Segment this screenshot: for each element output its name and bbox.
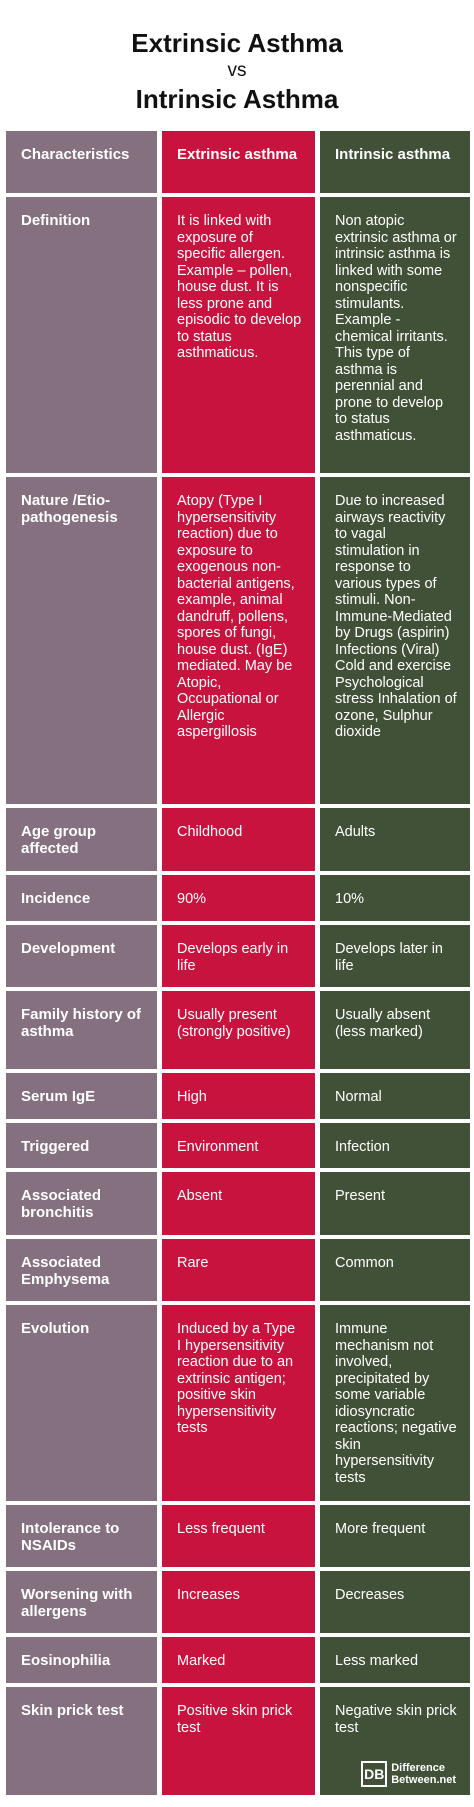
row-label: Triggered: [6, 1123, 157, 1168]
comparison-table: Characteristics Extrinsic asthma Intrins…: [6, 131, 470, 1799]
extrinsic-cell: Absent: [162, 1172, 315, 1235]
page-title: Extrinsic Asthma vs Intrinsic Asthma: [0, 28, 474, 114]
table-row: Associated Emphysema Rare Common: [6, 1239, 470, 1301]
intrinsic-cell: Develops later in life: [320, 925, 470, 987]
intrinsic-cell: Negative skin prick test: [320, 1687, 470, 1795]
intrinsic-cell: 10%: [320, 875, 470, 921]
extrinsic-cell: Increases: [162, 1571, 315, 1633]
table-row: Associated bronchitis Absent Present: [6, 1172, 470, 1235]
row-label: Evolution: [6, 1305, 157, 1501]
row-label: Serum IgE: [6, 1073, 157, 1119]
row-label: Incidence: [6, 875, 157, 921]
title-line-1: Extrinsic Asthma: [131, 28, 343, 58]
intrinsic-cell: Adults: [320, 808, 470, 871]
row-label: Nature /Etio-pathogenesis: [6, 477, 157, 804]
table-row: Nature /Etio-pathogenesis Atopy (Type I …: [6, 477, 470, 804]
intrinsic-cell: Usually absent (less marked): [320, 991, 470, 1069]
extrinsic-cell: Develops early in life: [162, 925, 315, 987]
extrinsic-cell: Rare: [162, 1239, 315, 1301]
table-row: Worsening with allergens Increases Decre…: [6, 1571, 470, 1633]
row-label: Development: [6, 925, 157, 987]
header-intrinsic: Intrinsic asthma: [320, 131, 470, 193]
difference-between-logo: DB Difference Between.net: [361, 1761, 456, 1787]
logo-line-2: Between.net: [391, 1774, 456, 1786]
title-vs: vs: [227, 60, 247, 81]
table-row: Eosinophilia Marked Less marked: [6, 1637, 470, 1683]
intrinsic-cell: Present: [320, 1172, 470, 1235]
db-logo-icon: DB: [361, 1761, 388, 1787]
table-row: Family history of asthma Usually present…: [6, 991, 470, 1069]
extrinsic-cell: Atopy (Type I hypersensitivity reaction)…: [162, 477, 315, 804]
row-label: Intolerance to NSAIDs: [6, 1505, 157, 1567]
table-row: Incidence 90% 10%: [6, 875, 470, 921]
extrinsic-cell: It is linked with exposure of specific a…: [162, 197, 315, 473]
table-row: Age group affected Childhood Adults: [6, 808, 470, 871]
row-label: Family history of asthma: [6, 991, 157, 1069]
row-label: Age group affected: [6, 808, 157, 871]
intrinsic-cell: Immune mechanism not involved, precipita…: [320, 1305, 470, 1501]
row-label: Associated bronchitis: [6, 1172, 157, 1235]
intrinsic-cell: Due to increased airways reactivity to v…: [320, 477, 470, 804]
row-label: Skin prick test: [6, 1687, 157, 1795]
header-extrinsic: Extrinsic asthma: [162, 131, 315, 193]
extrinsic-cell: Usually present (strongly positive): [162, 991, 315, 1069]
table-row: Development Develops early in life Devel…: [6, 925, 470, 987]
extrinsic-cell: Less frequent: [162, 1505, 315, 1567]
table-header-row: Characteristics Extrinsic asthma Intrins…: [6, 131, 470, 193]
extrinsic-cell: Childhood: [162, 808, 315, 871]
table-row: Skin prick test Positive skin prick test…: [6, 1687, 470, 1795]
row-label: Definition: [6, 197, 157, 473]
extrinsic-cell: Positive skin prick test: [162, 1687, 315, 1795]
extrinsic-cell: High: [162, 1073, 315, 1119]
intrinsic-cell: Infection: [320, 1123, 470, 1168]
intrinsic-cell: Non atopic extrinsic asthma or intrinsic…: [320, 197, 470, 473]
extrinsic-cell: 90%: [162, 875, 315, 921]
intrinsic-cell: Common: [320, 1239, 470, 1301]
title-line-2: Intrinsic Asthma: [135, 84, 339, 114]
intrinsic-cell: Decreases: [320, 1571, 470, 1633]
row-label: Eosinophilia: [6, 1637, 157, 1683]
extrinsic-cell: Marked: [162, 1637, 315, 1683]
table-row: Evolution Induced by a Type I hypersensi…: [6, 1305, 470, 1501]
extrinsic-cell: Induced by a Type I hypersensitivity rea…: [162, 1305, 315, 1501]
row-label: Associated Emphysema: [6, 1239, 157, 1301]
table-row: Definition It is linked with exposure of…: [6, 197, 470, 473]
intrinsic-cell: Normal: [320, 1073, 470, 1119]
table-row: Serum IgE High Normal: [6, 1073, 470, 1119]
header-characteristics: Characteristics: [6, 131, 157, 193]
logo-line-1: Difference: [391, 1762, 445, 1774]
row-label: Worsening with allergens: [6, 1571, 157, 1633]
extrinsic-cell: Environment: [162, 1123, 315, 1168]
table-row: Triggered Environment Infection: [6, 1123, 470, 1168]
intrinsic-cell: Less marked: [320, 1637, 470, 1683]
table-row: Intolerance to NSAIDs Less frequent More…: [6, 1505, 470, 1567]
intrinsic-cell: More frequent: [320, 1505, 470, 1567]
